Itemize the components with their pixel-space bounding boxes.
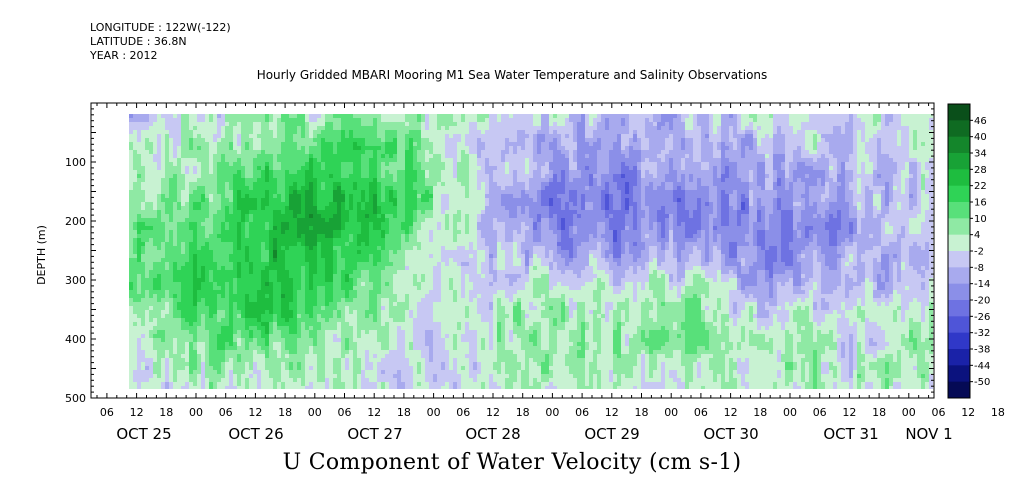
y-axis: 100 200 300 400 500 <box>65 108 934 405</box>
x-axis: 06 12 18 00 06 12 18 00 06 12 18 00 06 12 18 00 06 12 18 00… <box>100 406 1005 443</box>
x-tick-label: 18 <box>516 406 530 419</box>
x-tick-label: 12 <box>367 406 381 419</box>
colorbar-label: 28 <box>974 165 987 176</box>
colorbar-swatch <box>948 153 970 170</box>
axis-ticks <box>96 103 930 398</box>
colorbar-swatch <box>948 169 970 187</box>
x-tick-label: 00 <box>427 406 441 419</box>
colorbar-swatch <box>948 136 970 154</box>
colorbar-swatch <box>948 316 970 334</box>
x-tick-label: 00 <box>783 406 797 419</box>
x-tick-label: 18 <box>872 406 886 419</box>
colorbar: 46 40 34 28 22 16 10 4 -2 -8 -14 -20 -26 -32 -38 -44 -50 <box>947 103 990 399</box>
latitude-label: LATITUDE : 36.8N <box>90 35 187 48</box>
colorbar-label: 4 <box>974 230 980 241</box>
x-day-label: OCT 28 <box>465 425 520 443</box>
colorbar-label: -2 <box>974 247 984 258</box>
colorbar-label: 34 <box>974 149 987 160</box>
y-axis-label: DEPTH (m) <box>35 225 48 285</box>
colorbar-swatch <box>948 218 970 236</box>
colorbar-swatch <box>948 332 970 350</box>
x-tick-label: 06 <box>932 406 946 419</box>
x-tick-label: 06 <box>694 406 708 419</box>
x-day-label: OCT 27 <box>347 425 402 443</box>
x-tick-label: 12 <box>724 406 738 419</box>
x-tick-label: 12 <box>842 406 856 419</box>
colorbar-swatch <box>948 251 970 268</box>
x-tick-label: 06 <box>100 406 114 419</box>
x-day-label: OCT 30 <box>703 425 758 443</box>
y-tick-label: 400 <box>65 333 86 346</box>
colorbar-swatch <box>948 120 970 138</box>
y-tick-label: 300 <box>65 274 86 287</box>
x-tick-label: 12 <box>130 406 144 419</box>
colorbar-swatch <box>948 185 970 203</box>
x-tick-label: 00 <box>902 406 916 419</box>
y-tick-label: 100 <box>65 156 86 169</box>
variable-title: U Component of Water Velocity (cm s-1) <box>282 450 742 475</box>
colorbar-label: -8 <box>974 263 984 274</box>
x-tick-label: 00 <box>189 406 203 419</box>
x-day-label: OCT 31 <box>823 425 878 443</box>
chart-title: Hourly Gridded MBARI Mooring M1 Sea Wate… <box>256 68 768 82</box>
colorbar-label: -26 <box>974 312 990 323</box>
x-tick-label: 18 <box>159 406 173 419</box>
colorbar-label: 46 <box>974 116 987 127</box>
x-tick-label: 18 <box>278 406 292 419</box>
x-tick-label: 18 <box>635 406 649 419</box>
x-tick-label: 06 <box>575 406 589 419</box>
colorbar-label: 22 <box>974 181 987 192</box>
x-tick-label: 12 <box>486 406 500 419</box>
longitude-label: LONGITUDE : 122W(-122) <box>90 21 231 34</box>
x-tick-label: 06 <box>219 406 233 419</box>
colorbar-label: -32 <box>974 328 990 339</box>
colorbar-label: -20 <box>974 296 990 307</box>
x-tick-label: 18 <box>991 406 1005 419</box>
x-tick-label: 06 <box>456 406 470 419</box>
x-day-label: OCT 29 <box>584 425 639 443</box>
x-tick-label: 18 <box>397 406 411 419</box>
colorbar-swatch <box>948 202 970 219</box>
colorbar-swatch <box>948 234 970 252</box>
colorbar-label: 40 <box>974 132 987 143</box>
colorbar-swatch <box>948 365 970 383</box>
x-tick-label: 12 <box>248 406 262 419</box>
colorbar-swatch <box>948 283 970 301</box>
colorbar-label: -44 <box>974 361 990 372</box>
y-tick-label: 500 <box>65 392 86 405</box>
colorbar-label: -14 <box>974 279 990 290</box>
x-day-label: OCT 26 <box>228 425 283 443</box>
x-tick-label: 00 <box>308 406 322 419</box>
x-day-label: NOV 1 <box>905 425 952 443</box>
year-label: YEAR : 2012 <box>90 49 158 62</box>
x-tick-label: 06 <box>338 406 352 419</box>
colorbar-swatch <box>948 349 970 366</box>
velocity-field <box>129 114 933 389</box>
colorbar-label: -38 <box>974 345 990 356</box>
x-tick-label: 12 <box>961 406 975 419</box>
x-tick-label: 00 <box>664 406 678 419</box>
colorbar-swatch <box>948 300 970 317</box>
colorbar-label: -50 <box>974 377 990 388</box>
colorbar-swatch <box>948 267 970 285</box>
x-tick-label: 00 <box>545 406 559 419</box>
x-day-label: OCT 25 <box>116 425 171 443</box>
colorbar-label: 10 <box>974 214 987 225</box>
y-tick-label: 200 <box>65 215 86 228</box>
colorbar-label: 16 <box>974 198 987 209</box>
x-tick-label: 18 <box>753 406 767 419</box>
colorbar-swatch <box>948 104 970 121</box>
x-tick-label: 06 <box>813 406 827 419</box>
colorbar-swatch <box>948 381 970 399</box>
x-tick-label: 12 <box>605 406 619 419</box>
